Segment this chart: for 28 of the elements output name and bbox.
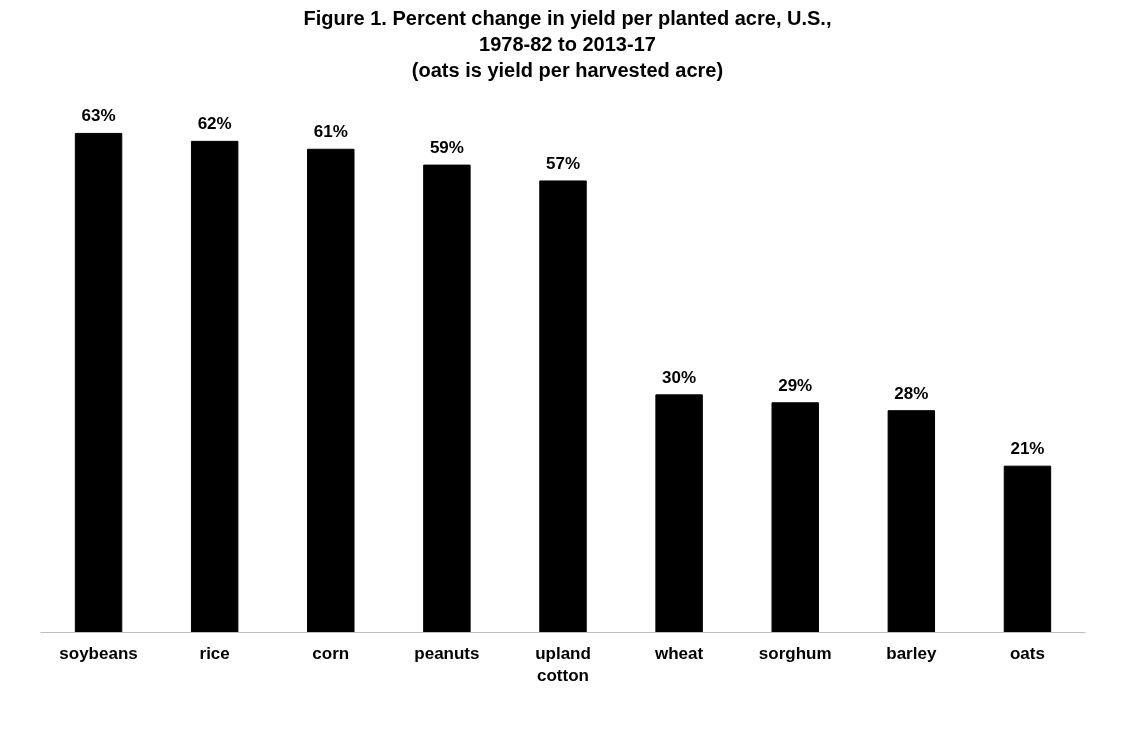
data-label: 21% [1010, 439, 1045, 459]
bar [307, 148, 355, 633]
x-tick-label: upland cotton [535, 643, 591, 686]
bar [74, 132, 123, 633]
data-label: 59% [429, 138, 464, 158]
x-tick-label: soybeans [59, 643, 138, 663]
data-label: 30% [662, 367, 697, 387]
x-tick-label: oats [1009, 643, 1045, 663]
x-tick-label: peanuts [414, 643, 480, 663]
x-tick-label: rice [199, 643, 230, 663]
x-tick-label: barley [886, 643, 937, 663]
x-tick-label: sorghum [758, 643, 832, 663]
bar [655, 394, 703, 633]
data-label: 29% [778, 375, 813, 395]
data-label: 62% [197, 114, 232, 134]
chart-title: Figure 1. Percent change in yield per planted acre, U.S., 1978-82 to 2013-17 (oats is yield per harvested acre) [303, 6, 832, 83]
bar [1003, 465, 1052, 633]
data-label: 63% [81, 106, 116, 126]
data-label: 61% [313, 122, 348, 142]
x-tick-label: corn [312, 643, 350, 663]
bar [190, 140, 239, 633]
bar [539, 180, 587, 633]
bar [423, 164, 471, 633]
data-label: 28% [894, 383, 929, 403]
x-tick-label: wheat [654, 643, 704, 663]
bar [887, 410, 936, 633]
data-label: 57% [545, 153, 581, 173]
bar [771, 402, 819, 633]
